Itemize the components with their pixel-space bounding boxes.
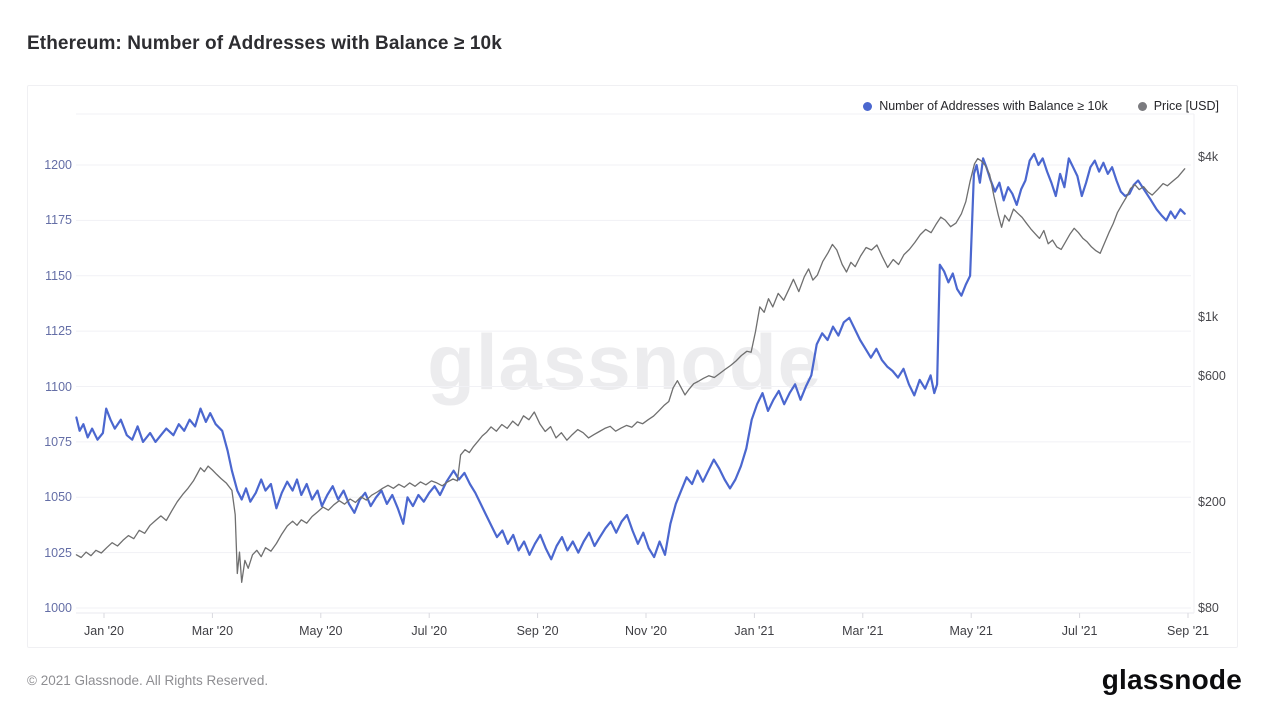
x-axis-label: Jan '20 — [84, 624, 124, 638]
y-axis-label-right: $200 — [1198, 495, 1226, 510]
x-axis-label: Mar '21 — [842, 624, 884, 638]
x-axis-label: Jan '21 — [734, 624, 775, 638]
y-axis-label-left: 1075 — [44, 434, 72, 449]
glassnode-logo: glassnode — [1101, 664, 1242, 695]
x-axis-label: Sep '21 — [1166, 624, 1210, 638]
page-title: Ethereum: Number of Addresses with Balan… — [27, 33, 502, 54]
legend-label-addresses: Number of Addresses with Balance ≥ 10k — [879, 99, 1108, 113]
glassnode-watermark: glassnode — [427, 318, 822, 406]
y-axis-label-right: $80 — [1198, 601, 1219, 616]
y-axis-label-left: 1200 — [44, 158, 72, 172]
series-line-addresses — [75, 152, 1186, 561]
chart-legend: Number of Addresses with Balance ≥ 10k P… — [863, 99, 1219, 113]
legend-label-price: Price [USD] — [1153, 99, 1219, 113]
y-axis-label-left: 1100 — [45, 379, 72, 394]
plot-area[interactable] — [28, 86, 1237, 647]
x-axis-label: May '21 — [949, 624, 993, 638]
y-axis-label-left: 1000 — [44, 601, 72, 615]
legend-dot-blue-icon — [863, 101, 873, 111]
footer: © 2021 Glassnode. All Rights Reserved. g… — [0, 660, 1265, 700]
y-axis-label-right: $600 — [1198, 368, 1226, 383]
series-line-price — [75, 157, 1186, 583]
x-axis-label: Sep '20 — [516, 624, 559, 638]
legend-item-addresses[interactable]: Number of Addresses with Balance ≥ 10k — [863, 99, 1108, 113]
x-axis-label: Mar '20 — [191, 624, 234, 638]
chart-card: Number of Addresses with Balance ≥ 10k P… — [27, 85, 1238, 648]
x-axis-label: Jul '20 — [411, 624, 448, 638]
y-axis-label-left: 1125 — [45, 324, 72, 339]
x-axis-label: May '20 — [299, 624, 343, 638]
y-axis-label-left: 1150 — [45, 268, 72, 283]
legend-dot-gray-icon — [1137, 101, 1147, 111]
copyright-text: © 2021 Glassnode. All Rights Reserved. — [27, 672, 269, 688]
y-axis-label-left: 1175 — [45, 213, 72, 228]
x-axis-label: Nov '20 — [625, 624, 667, 638]
legend-item-price[interactable]: Price [USD] — [1137, 99, 1219, 113]
y-axis-label-left: 1025 — [44, 545, 72, 560]
y-axis-label-left: 1050 — [44, 490, 72, 505]
y-axis-label-right: $1k — [1198, 309, 1219, 324]
y-axis-label-right: $4k — [1198, 150, 1219, 164]
x-axis-label: Jul '21 — [1061, 624, 1098, 638]
